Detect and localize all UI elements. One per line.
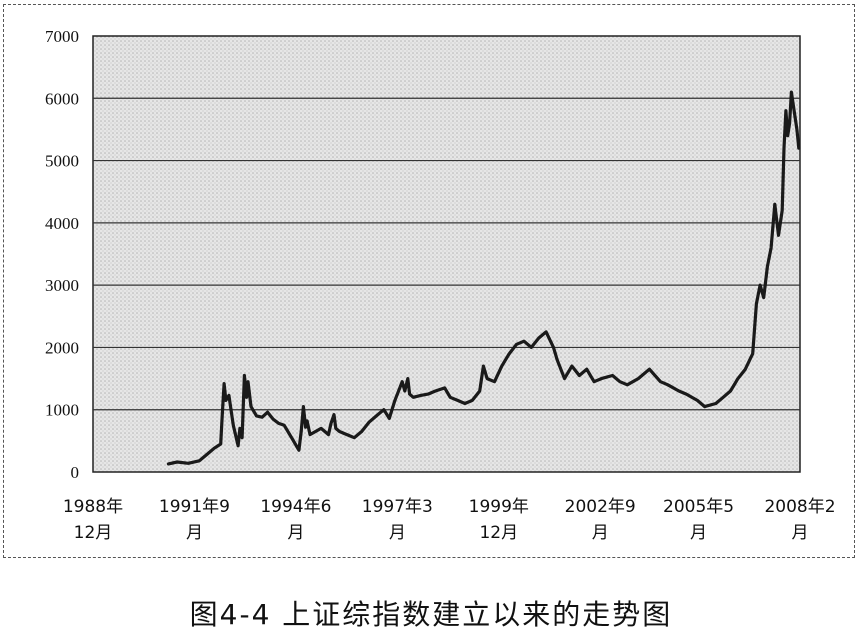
grid-lines (93, 97, 800, 411)
x-tick-label-line2: 月 (186, 523, 203, 543)
y-axis-ticks: 0 1000 2000 3000 4000 5000 6000 7000 (45, 27, 79, 482)
x-tick-label-line1: 1988年 (63, 497, 123, 517)
x-tick-label-line1: 2008年2 (764, 497, 835, 517)
x-tick-label-line2: 月 (287, 523, 304, 543)
x-tick-label: 2005年5 月 (663, 497, 734, 543)
y-tick-label: 4000 (45, 214, 79, 233)
x-tick-label-line2: 12月 (479, 523, 518, 543)
x-tick-label-line1: 1999年 (469, 497, 529, 517)
x-tick-label: 1991年9 月 (159, 497, 230, 543)
series-line (166, 90, 801, 466)
y-tick-label: 3000 (45, 276, 79, 295)
x-tick-label-line2: 月 (690, 523, 707, 543)
y-tick-label: 6000 (45, 89, 79, 108)
x-tick-label-line2: 月 (592, 523, 609, 543)
x-tick-label-line1: 1997年3 (362, 497, 433, 517)
y-tick-label: 5000 (45, 152, 79, 171)
x-tick-label: 2008年2 月 (764, 497, 835, 543)
x-tick-label-line1: 1991年9 (159, 497, 230, 517)
x-tick-label-line1: 1994年6 (260, 497, 331, 517)
y-tick-label: 2000 (45, 338, 79, 357)
x-tick-label: 1999年 12月 (469, 497, 529, 543)
chart-frame (3, 4, 855, 558)
y-tick-label: 7000 (45, 27, 79, 46)
x-axis-ticks: 1988年 12月 1991年9 月 1994年6 月 1997年3 月 1999年 12月 200… (63, 497, 836, 543)
y-tick-label: 1000 (45, 401, 79, 420)
x-tick-label: 1988年 12月 (63, 497, 123, 543)
x-tick-label-line2: 月 (389, 523, 406, 543)
plot-area (92, 35, 801, 473)
x-tick-label-line2: 月 (792, 523, 809, 543)
y-tick-label: 0 (71, 463, 80, 482)
x-tick-label: 1997年3 月 (362, 497, 433, 543)
x-tick-label: 1994年6 月 (260, 497, 331, 543)
x-tick-label-line2: 12月 (74, 523, 113, 543)
figure-caption: 图4-4 上证综指数建立以来的走势图 (189, 598, 673, 631)
x-tick-label: 2002年9 月 (565, 497, 636, 543)
x-tick-label-line1: 2005年5 (663, 497, 734, 517)
x-tick-label-line1: 2002年9 (565, 497, 636, 517)
